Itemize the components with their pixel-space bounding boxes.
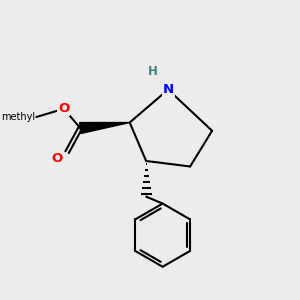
Text: O: O bbox=[51, 152, 62, 165]
Polygon shape bbox=[80, 122, 130, 134]
Text: N: N bbox=[163, 83, 174, 96]
Text: O: O bbox=[58, 102, 69, 115]
Text: methyl: methyl bbox=[1, 112, 35, 122]
Text: H: H bbox=[148, 65, 158, 78]
